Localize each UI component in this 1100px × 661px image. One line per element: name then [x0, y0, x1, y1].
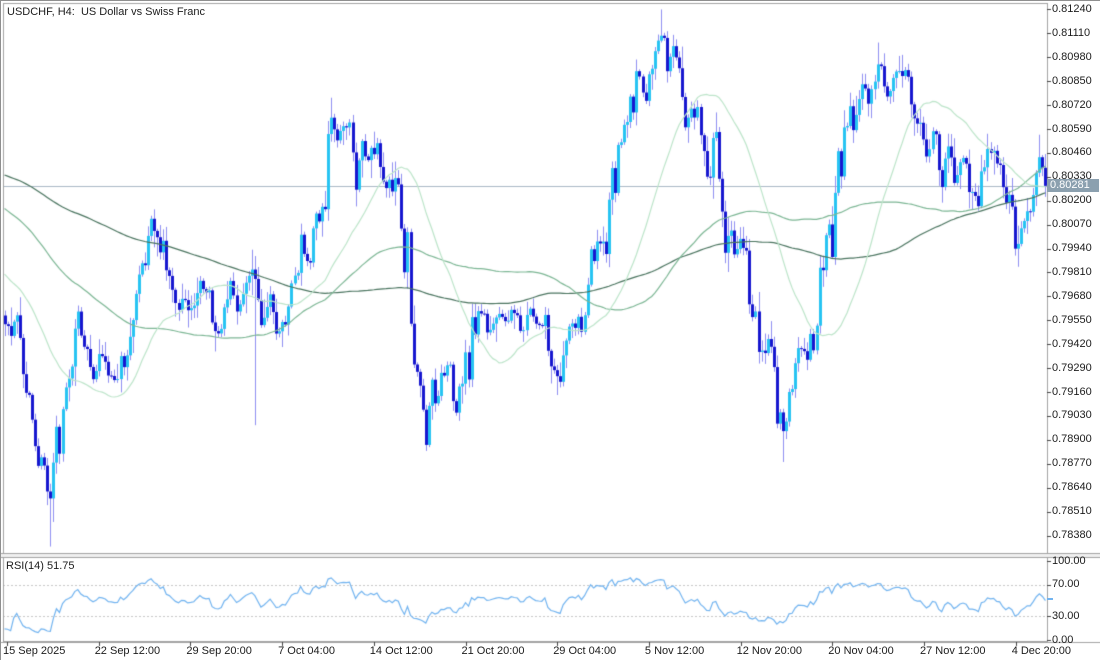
time-axis-label: 4 Dec 20:00: [1011, 645, 1072, 657]
rsi-axis-label: 70.00: [1052, 578, 1080, 591]
bid-price-badge: 0.80281: [1047, 179, 1099, 193]
time-axis[interactable]: 15 Sep 2025 22 Sep 12:00 29 Sep 20:00 7 Oct…: [1, 642, 1100, 660]
price-axis-label: 0.80980: [1052, 50, 1092, 63]
rsi-current-value-tick: [1047, 598, 1053, 601]
price-axis-label: 0.79940: [1052, 242, 1092, 255]
price-axis-label: 0.78640: [1052, 481, 1092, 494]
price-axis-label: 0.79160: [1052, 385, 1092, 398]
price-axis-label: 0.81110: [1052, 26, 1091, 39]
price-axis-label: 0.78380: [1052, 529, 1092, 542]
price-axis-label: 0.80200: [1052, 194, 1092, 207]
price-axis-label: 0.79420: [1052, 337, 1092, 350]
chart-title: USDCHF, H4: US Dollar vs Swiss Franc: [7, 6, 206, 18]
time-axis-label: 29 Sep 20:00: [186, 645, 252, 657]
price-axis-label: 0.78510: [1052, 505, 1092, 518]
price-axis-label: 0.78900: [1052, 433, 1092, 446]
price-axis-label: 0.80330: [1052, 170, 1092, 183]
time-axis-label: 21 Oct 20:00: [461, 645, 525, 657]
time-axis-label: 12 Nov 20:00: [736, 645, 803, 657]
time-axis-label: 20 Nov 04:00: [828, 645, 894, 657]
price-axis-label: 0.79030: [1052, 409, 1092, 422]
price-axis-label: 0.80850: [1052, 74, 1092, 87]
time-axis-label: 27 Nov 12:00: [920, 645, 986, 657]
price-axis[interactable]: 0.81240 0.81110 0.80980 0.80850 0.80720 0.805…: [1047, 1, 1100, 553]
rsi-scale-axis[interactable]: 100.00 70.00 30.00 0.00: [1047, 553, 1100, 645]
time-axis-label: 29 Oct 04:00: [553, 645, 617, 657]
price-axis-label: 0.80070: [1052, 218, 1092, 231]
price-axis-label: 0.80720: [1052, 98, 1092, 111]
rsi-indicator-label: RSI(14) 51.75: [6, 560, 75, 572]
price-axis-label: 0.78770: [1052, 457, 1092, 470]
price-axis-label: 0.79680: [1052, 289, 1092, 302]
rsi-axis-label: 0.00: [1052, 633, 1074, 646]
time-axis-label: 15 Sep 2025: [3, 645, 66, 657]
time-axis-label: 5 Nov 12:00: [644, 645, 705, 657]
price-axis-label: 0.79550: [1052, 313, 1092, 326]
time-axis-label: 7 Oct 04:00: [278, 645, 335, 657]
rsi-axis-label: 30.00: [1052, 609, 1080, 622]
price-axis-label: 0.79810: [1052, 265, 1092, 278]
price-axis-label: 0.80590: [1052, 122, 1092, 135]
price-axis-label: 0.80460: [1052, 146, 1092, 159]
time-axis-label: 14 Oct 12:00: [369, 645, 433, 657]
rsi-axis-label: 100.00: [1052, 554, 1086, 567]
panel-splitter[interactable]: [1, 552, 1100, 559]
price-axis-label: 0.81240: [1052, 2, 1092, 15]
price-axis-label: 0.79290: [1052, 361, 1092, 374]
time-axis-label: 22 Sep 12:00: [94, 645, 161, 657]
